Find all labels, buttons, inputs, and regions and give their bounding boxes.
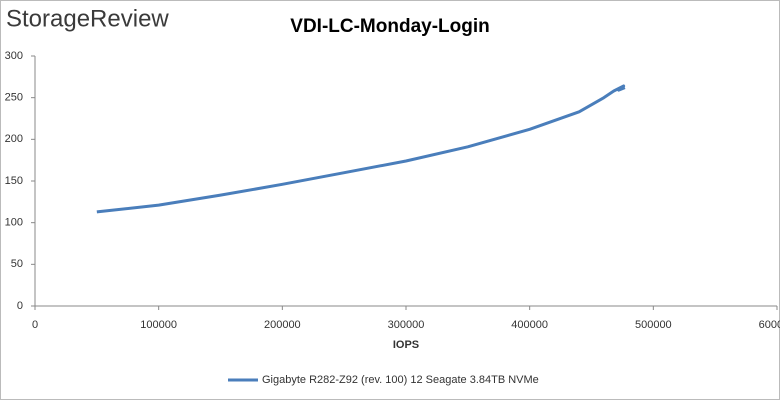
y-tick-label: 150 bbox=[5, 175, 23, 187]
legend-label: Gigabyte R282-Z92 (rev. 100) 12 Seagate … bbox=[262, 374, 539, 386]
y-tick-label: 250 bbox=[5, 92, 23, 104]
data-line bbox=[96, 84, 626, 214]
x-tick-label: 400000 bbox=[511, 319, 548, 331]
chart-title: VDI-LC-Monday-Login bbox=[290, 16, 489, 37]
y-tick-label: 50 bbox=[11, 258, 23, 270]
y-tick-label: 0 bbox=[17, 300, 23, 312]
x-axis-label: IOPS bbox=[393, 339, 419, 351]
x-tick-label: 0 bbox=[32, 319, 38, 331]
brand-logo: StorageReview bbox=[6, 5, 169, 32]
x-tick-label: 100000 bbox=[140, 319, 177, 331]
x-tick-label: 600000 bbox=[759, 319, 780, 331]
y-tick-label: 200 bbox=[5, 133, 23, 145]
x-tick-label: 500000 bbox=[635, 319, 672, 331]
x-tick-label: 200000 bbox=[264, 319, 301, 331]
x-tick-label: 300000 bbox=[388, 319, 425, 331]
y-tick-label: 100 bbox=[5, 217, 23, 229]
y-tick-label: 300 bbox=[5, 50, 23, 62]
